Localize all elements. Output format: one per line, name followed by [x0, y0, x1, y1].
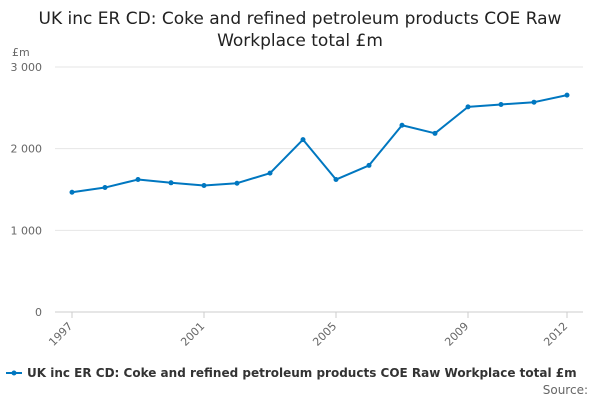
y-tick-label: 3 000: [11, 61, 43, 74]
legend-label: UK inc ER CD: Coke and refined petroleum…: [27, 366, 577, 380]
data-point: [102, 185, 108, 191]
data-point: [399, 122, 405, 128]
legend-item[interactable]: UK inc ER CD: Coke and refined petroleum…: [6, 366, 577, 380]
data-point: [234, 180, 240, 186]
legend-marker-icon: [6, 370, 22, 376]
data-point: [168, 180, 174, 186]
data-point: [69, 189, 75, 195]
source-label: Source:: [542, 383, 588, 397]
data-point: [531, 99, 537, 105]
data-point: [564, 92, 570, 98]
data-point: [267, 170, 273, 176]
series-line: [71, 94, 568, 194]
x-tick-label: 2005: [310, 320, 339, 349]
data-point: [432, 130, 438, 136]
data-point: [135, 177, 141, 183]
y-tick-label: 1 000: [11, 224, 43, 237]
y-tick-label: 2 000: [11, 143, 43, 156]
data-point: [366, 162, 372, 168]
data-point: [333, 177, 339, 183]
data-point: [465, 104, 471, 110]
data-point: [300, 137, 306, 143]
x-tick-label: 1997: [46, 320, 75, 349]
data-point: [498, 101, 504, 107]
x-tick-label: 2001: [178, 320, 207, 349]
data-point: [201, 182, 207, 188]
y-axis-label: £m: [12, 46, 30, 59]
chart-title: UK inc ER CD: Coke and refined petroleum…: [38, 9, 562, 51]
x-tick-label: 2009: [442, 320, 471, 349]
y-tick-label: 0: [35, 306, 42, 319]
x-tick-label: 2012: [541, 320, 570, 349]
